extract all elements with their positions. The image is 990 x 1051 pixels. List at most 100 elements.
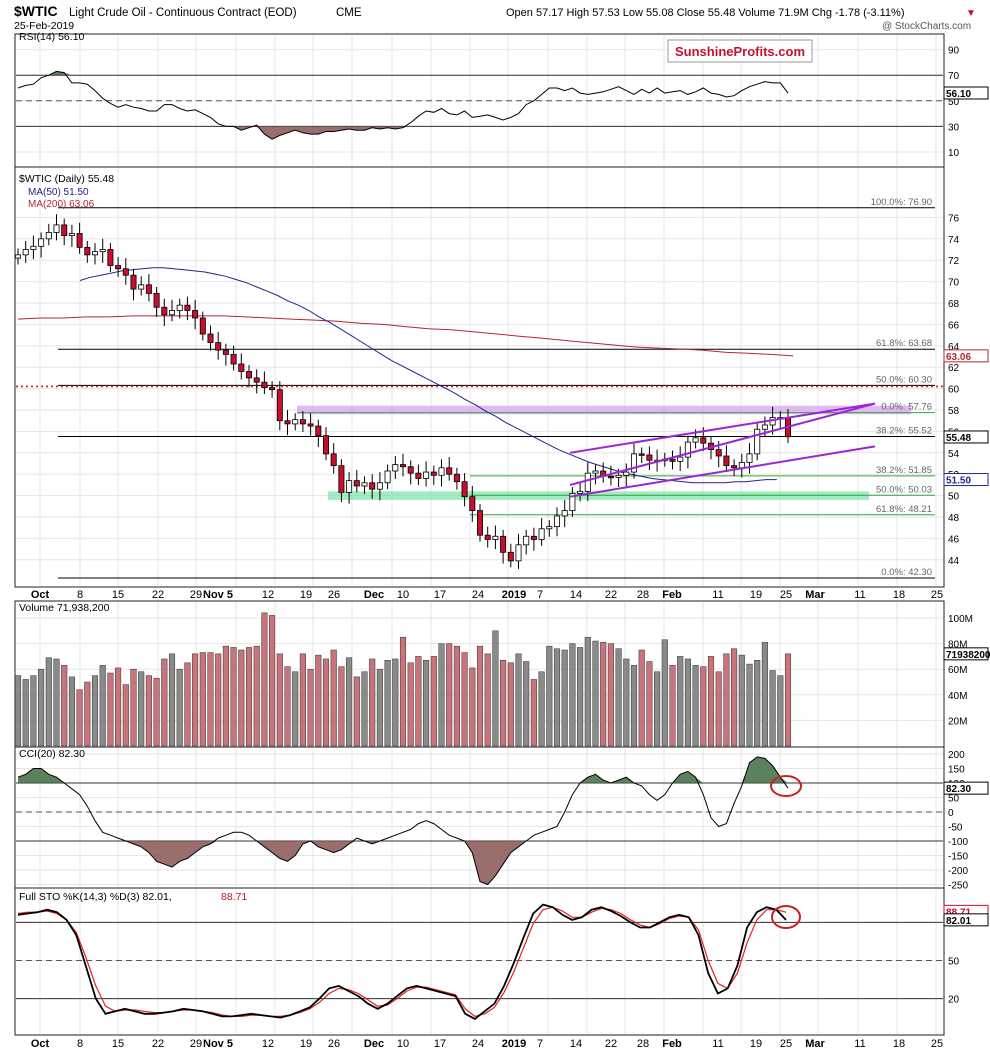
close-last-value: 55.48 <box>946 433 971 444</box>
candle-body <box>623 471 630 476</box>
candle-body <box>330 453 337 467</box>
candle-body <box>615 474 622 478</box>
volume-bar <box>592 640 599 747</box>
candle-body <box>569 493 576 511</box>
volume-bar <box>53 658 60 747</box>
volume-bar <box>546 645 553 747</box>
candle-body <box>61 224 68 236</box>
volume-bar <box>761 642 768 747</box>
volume-bar <box>553 648 561 747</box>
candle-body <box>261 381 268 388</box>
candle-body <box>700 437 707 444</box>
bottom-x-tick: 18 <box>893 1038 905 1050</box>
instrument-name: Light Crude Oil - Continuous Contract (E… <box>69 7 297 19</box>
volume-last-value-box <box>943 647 989 661</box>
fib-level-label: 0.0%: 42.30 <box>881 567 932 578</box>
volume-chart: 100M 80M 60M 40M 20M 71938200 <box>14 612 990 747</box>
bottom-x-tick: 2019 <box>502 1038 526 1050</box>
price-x-tick: 14 <box>570 589 582 601</box>
volume-bar <box>623 658 630 747</box>
volume-bar <box>199 652 206 747</box>
volume-bar <box>122 684 129 747</box>
candle-body <box>230 353 237 365</box>
volume-bar <box>692 665 699 747</box>
price-x-tick: 17 <box>434 589 446 601</box>
volume-bar <box>315 654 322 747</box>
candle-body <box>476 510 483 536</box>
price-axis-label: 54 <box>948 449 960 460</box>
volume-bar <box>407 662 414 747</box>
price-x-tick: 12 <box>262 589 274 601</box>
price-axis-label: 76 <box>948 213 960 224</box>
candle-body <box>692 437 699 443</box>
volume-bar <box>45 657 52 747</box>
rsi-axis-label: 10 <box>948 148 960 159</box>
volume-bar <box>330 649 337 747</box>
cci-negative-fill <box>18 841 788 885</box>
volume-bar <box>469 667 476 747</box>
price-x-tick: 22 <box>605 589 617 601</box>
rsi-line <box>17 70 789 140</box>
fib-level-label: 0.0%: 57.76 <box>881 402 932 413</box>
candle-body <box>253 377 260 383</box>
volume-bar <box>207 652 214 747</box>
fib-level-label: 50.0%: 50.03 <box>876 484 932 495</box>
bottom-x-tick: Oct <box>31 1038 50 1050</box>
volume-bar <box>68 676 75 747</box>
volume-bar <box>346 657 353 747</box>
cci-line <box>17 756 789 886</box>
volume-bar <box>215 653 222 747</box>
price-x-tick: 18 <box>893 589 905 601</box>
candle-body <box>107 249 114 266</box>
volume-bar <box>384 659 391 747</box>
candle-body <box>546 526 553 530</box>
cci-axis-label: -200 <box>948 866 968 877</box>
channel-upper-line <box>569 402 876 486</box>
fib-level-label: 61.8%: 63.68 <box>876 338 932 349</box>
price-x-tick: Oct <box>31 589 50 601</box>
candle-body <box>384 470 391 484</box>
watermark: SunshineProfits.com <box>675 44 805 59</box>
volume-bar <box>484 653 491 747</box>
cci-last-value-box <box>943 781 989 795</box>
volume-bar <box>145 675 152 747</box>
bottom-x-tick: Nov 5 <box>203 1038 233 1050</box>
volume-bar <box>130 668 137 747</box>
candle-body <box>577 490 584 494</box>
bottom-x-tick: 29 <box>190 1038 202 1050</box>
bottom-x-tick: 8 <box>77 1038 83 1050</box>
volume-bar <box>230 647 237 747</box>
ma200-line <box>17 315 794 357</box>
price-x-tick: 2019 <box>502 589 526 601</box>
candle-body <box>407 466 414 474</box>
volume-bar <box>138 671 145 747</box>
candle-body <box>731 465 738 469</box>
volume-bar <box>731 648 738 747</box>
cci-axis-label: -150 <box>948 852 968 863</box>
volume-bar <box>176 668 183 747</box>
ma200-last-value-box <box>943 349 989 363</box>
candle-body <box>415 472 422 479</box>
candle-body <box>315 425 322 437</box>
sto-highlight-circle <box>771 905 801 929</box>
volume-bar <box>476 645 484 747</box>
candle-body <box>307 423 314 427</box>
price-axis-label: 58 <box>948 406 960 417</box>
price-x-tick: 10 <box>397 589 409 601</box>
candle-body <box>122 268 129 276</box>
volume-bar <box>461 652 468 747</box>
candle-body <box>554 515 561 528</box>
volume-bar <box>22 679 29 747</box>
price-x-tick: 11 <box>854 589 865 601</box>
symbol: $WTIC <box>14 3 58 19</box>
sto-axis-label: 50 <box>948 957 960 968</box>
price-x-tick: Nov 5 <box>203 589 233 601</box>
candle-body <box>376 482 383 490</box>
candle-body <box>530 535 537 540</box>
candle-body <box>199 317 206 335</box>
candle-body <box>361 482 368 487</box>
candle-body <box>669 458 676 462</box>
bottom-x-tick: 19 <box>300 1038 312 1050</box>
candle-body <box>430 471 437 476</box>
